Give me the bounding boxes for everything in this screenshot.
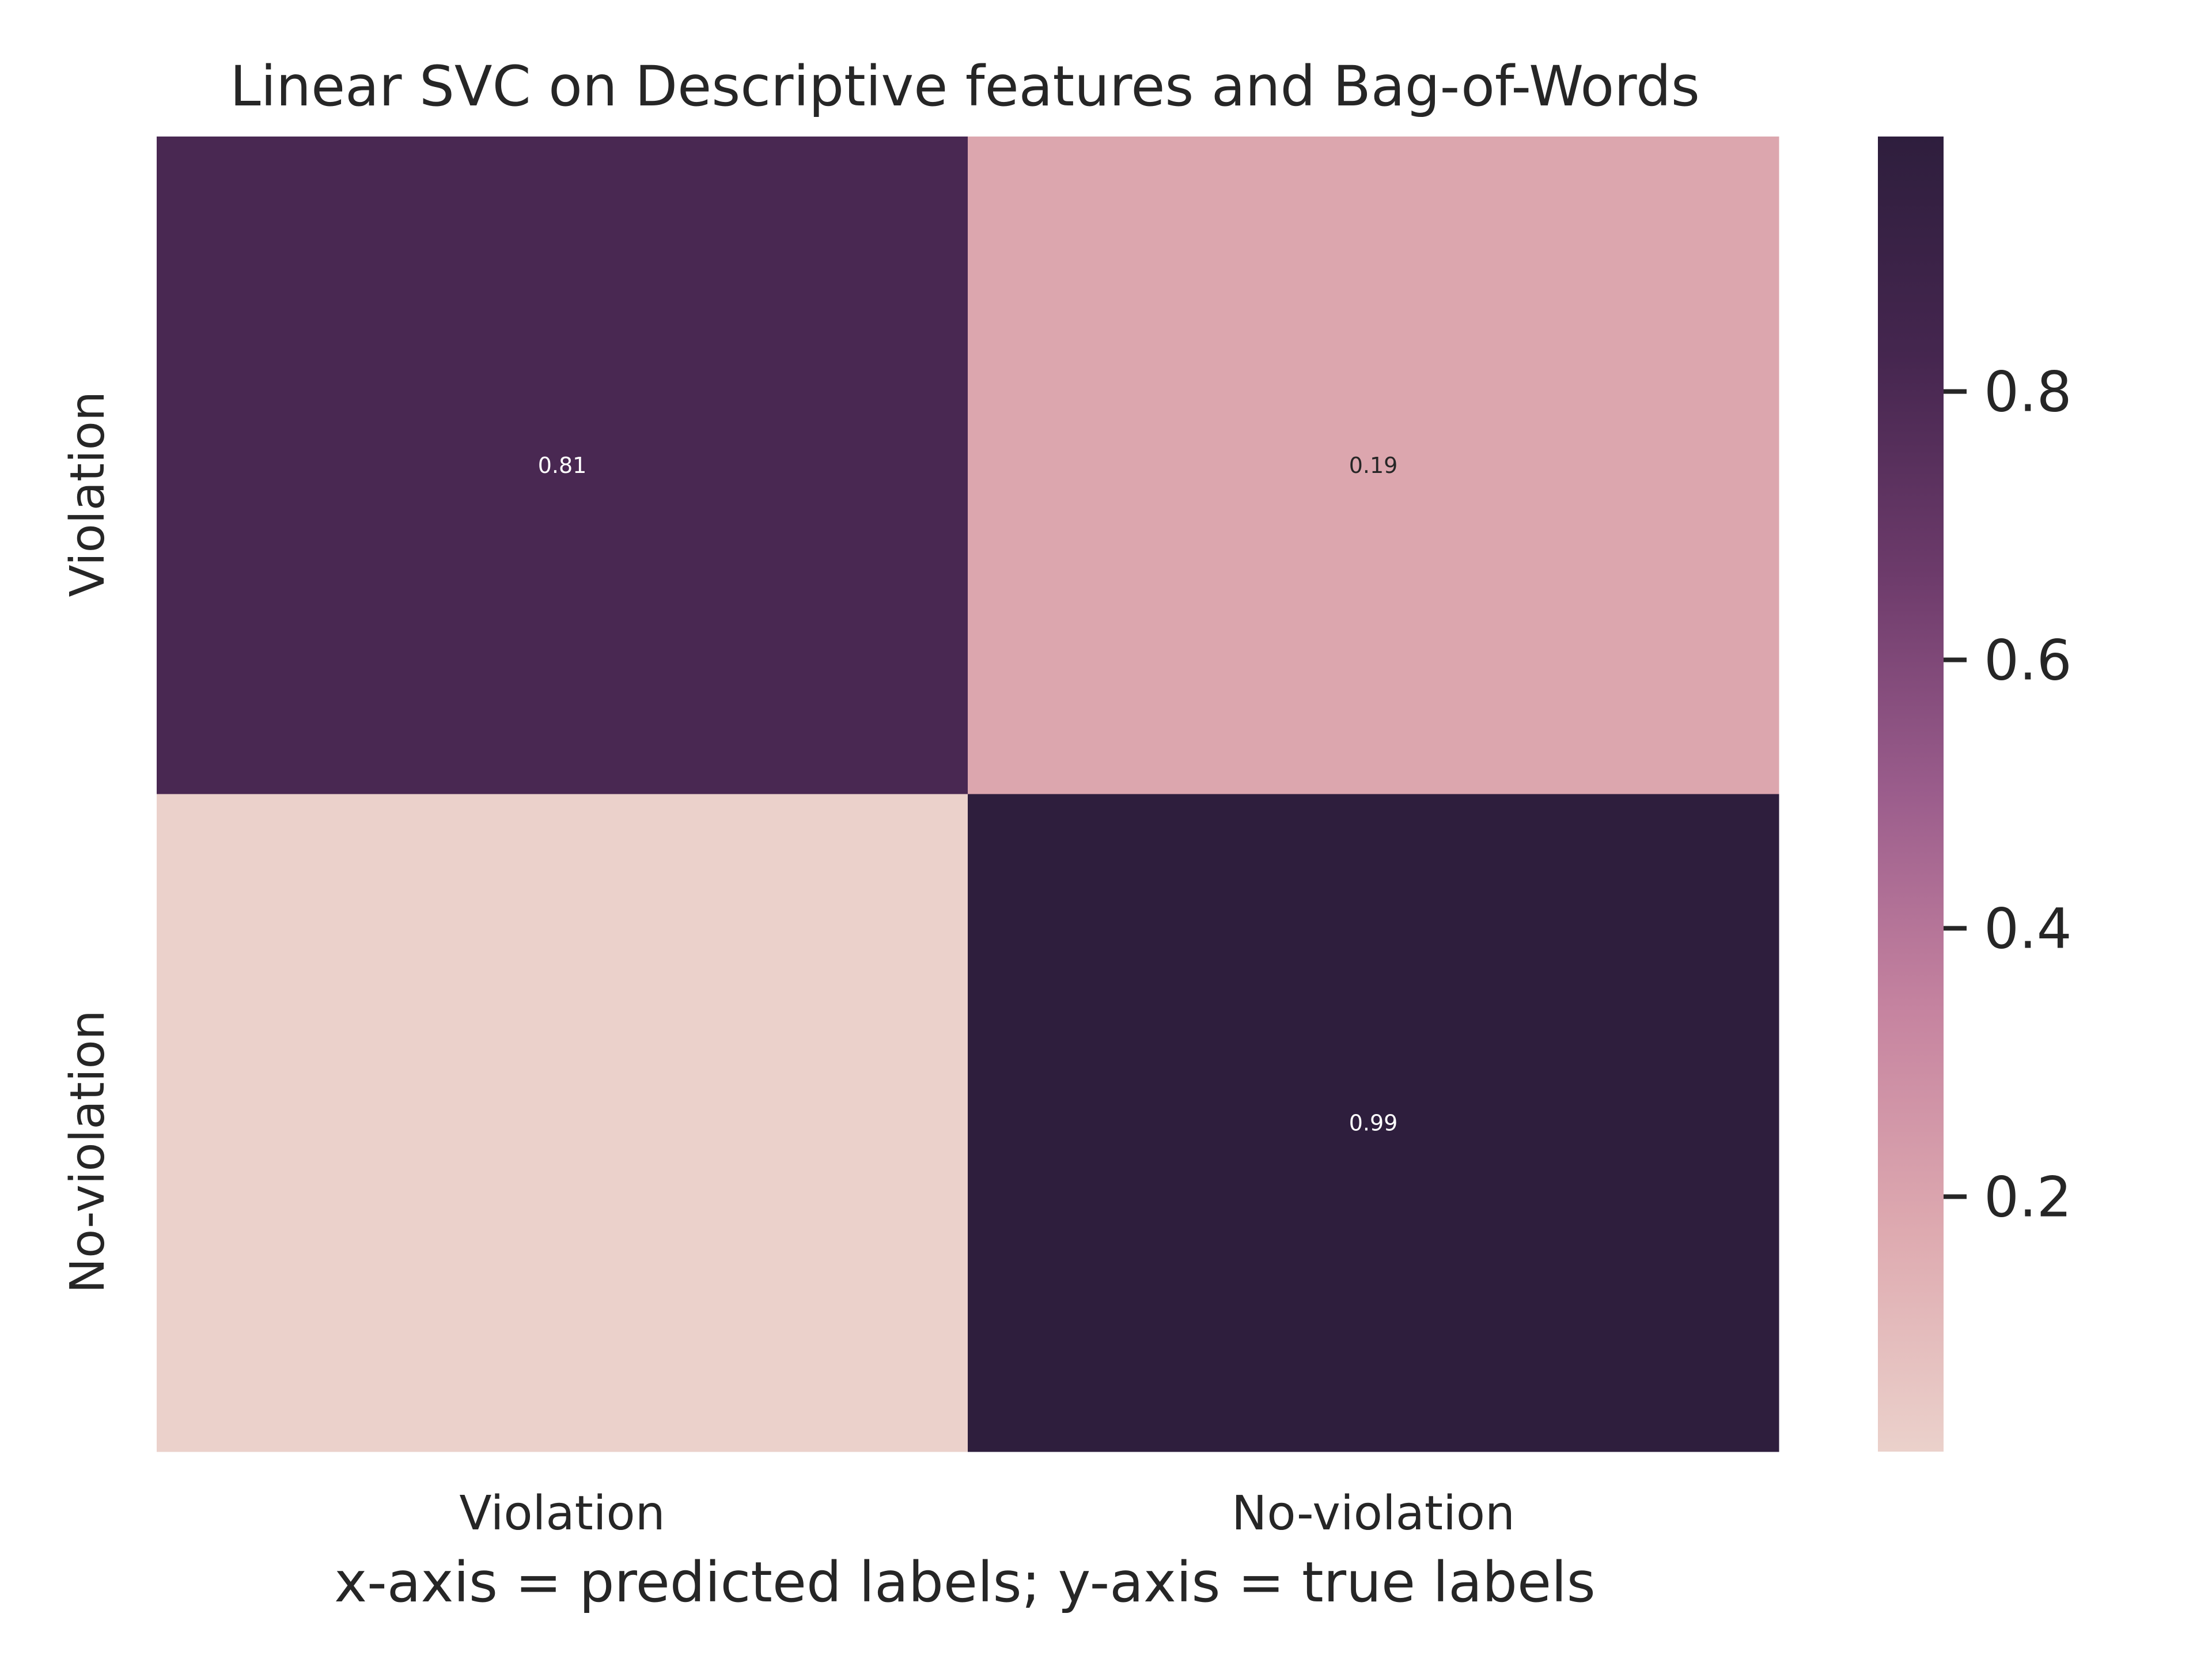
- colorbar-tick-label: 0.8: [1984, 360, 2072, 425]
- heatmap-cell: [968, 137, 1779, 794]
- cell-annotation: 0.99: [1349, 1110, 1398, 1135]
- y-tick-labels: Violation No-violation: [60, 391, 115, 1293]
- cell-annotation: 0.81: [538, 453, 587, 478]
- x-axis-label: x-axis = predicted labels; y-axis = true…: [334, 1550, 1595, 1615]
- heatmap-cell: [968, 794, 1779, 1452]
- cell-annotation: 0.19: [1349, 453, 1398, 478]
- chart-title: Linear SVC on Descriptive features and B…: [230, 54, 1700, 119]
- x-tick-label: No-violation: [1232, 1486, 1515, 1541]
- cell-annotations: 0.81 0.19 0.99: [538, 453, 1398, 1136]
- y-tick-label: Violation: [60, 391, 115, 597]
- colorbar-tick-label: 0.4: [1984, 896, 2072, 961]
- heatmap-cell: [157, 137, 968, 794]
- colorbar-tick-label: 0.6: [1984, 628, 2072, 693]
- heatmap-cell: [157, 794, 968, 1452]
- x-tick-labels: Violation No-violation: [459, 1486, 1515, 1541]
- colorbar-gradient: [1878, 137, 1944, 1452]
- heatmap-cells: [157, 137, 1779, 1452]
- x-tick-label: Violation: [459, 1486, 665, 1541]
- y-tick-label: No-violation: [60, 1010, 115, 1293]
- colorbar: 0.2 0.4 0.6 0.8: [1878, 137, 2072, 1452]
- colorbar-tick-label: 0.2: [1984, 1165, 2072, 1229]
